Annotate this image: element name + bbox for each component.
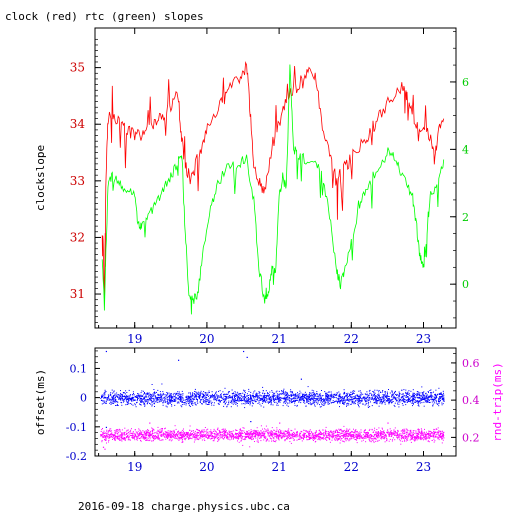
- top-plot-frame: [94, 27, 457, 329]
- top-y2-tick-label: 6: [462, 76, 469, 89]
- series-rnd-trip-outlier: [279, 422, 281, 424]
- series-clock-line: [101, 61, 445, 299]
- series-offset-outlier: [105, 350, 107, 353]
- bottom-y2-tick-label: 0.2: [462, 431, 480, 444]
- series-rnd-trip-outlier: [104, 448, 106, 450]
- bottom-y-tick-label: -0.1: [66, 421, 87, 434]
- bottom-x-tick-label: 23: [416, 460, 431, 474]
- top-chart-title: clock (red) rtc (green) slopes: [5, 10, 204, 23]
- bottom-x-tick-label: 20: [199, 460, 214, 474]
- bottom-plot-frame: [94, 347, 457, 457]
- top-y-tick-label: 32: [70, 230, 85, 244]
- series-rnd-trip-outlier: [102, 446, 105, 448]
- top-x-tick-label: 19: [127, 332, 142, 346]
- top-series-group: [101, 61, 445, 315]
- footer-stamp: 2016-09-18 charge.physics.ubc.ca: [78, 500, 290, 512]
- bottom-chart-ylabel: offset(ms): [34, 369, 47, 435]
- series-offset-outlier: [246, 356, 248, 358]
- series-offset-outlier: [178, 359, 180, 361]
- top-y-tick-label: 34: [70, 117, 86, 131]
- bottom-chart-y2label: rnd-trip(ms): [491, 362, 504, 441]
- top-y2-tick-label: 2: [462, 211, 469, 224]
- top-y2-tick-label: 4: [462, 143, 469, 156]
- bottom-y2-tick-label: 0.4: [462, 394, 480, 407]
- series-rnd-trip-points: [100, 422, 445, 450]
- series-offset-outlier: [250, 421, 252, 423]
- bottom-series-group: [100, 350, 445, 450]
- top-x-tick-label: 22: [344, 332, 359, 346]
- series-offset-outlier: [105, 426, 107, 428]
- top-y-tick-label: 35: [70, 61, 85, 75]
- bottom-y-tick-label: 0: [80, 392, 87, 405]
- top-x-tick-label: 23: [416, 332, 431, 346]
- series-rnd-trip-outlier: [387, 422, 389, 424]
- bottom-x-tick-label: 19: [127, 460, 142, 474]
- top-y2-tick-label: 0: [462, 278, 469, 291]
- top-y-tick-label: 33: [70, 174, 85, 188]
- top-x-tick-label: 20: [199, 332, 214, 346]
- bottom-x-tick-label: 21: [271, 460, 286, 474]
- bottom-y-tick-label: -0.2: [66, 450, 87, 463]
- series-offset-outlier: [243, 350, 245, 353]
- top-chart-ylabel: clockslope: [34, 145, 47, 211]
- series-rtc-line: [101, 64, 445, 315]
- bottom-y-tick-label: 0.1: [70, 362, 88, 375]
- bottom-ticks-group: 19 20 21 22 23 0.1 0 -0.1 -0.2 0.6 0.4 0.2: [66, 348, 480, 474]
- series-rnd-trip-outlier: [149, 422, 151, 424]
- series-offset-points: [100, 350, 445, 428]
- bottom-y2-tick-label: 0.6: [462, 357, 480, 370]
- bottom-x-tick-label: 22: [344, 460, 359, 474]
- top-x-tick-label: 21: [271, 332, 286, 346]
- top-y-tick-label: 31: [70, 287, 85, 301]
- series-offset-outlier: [300, 378, 302, 380]
- top-ticks-group: 19 20 21 22 23 31 32 33 34 35 0 2 4 6: [70, 28, 469, 346]
